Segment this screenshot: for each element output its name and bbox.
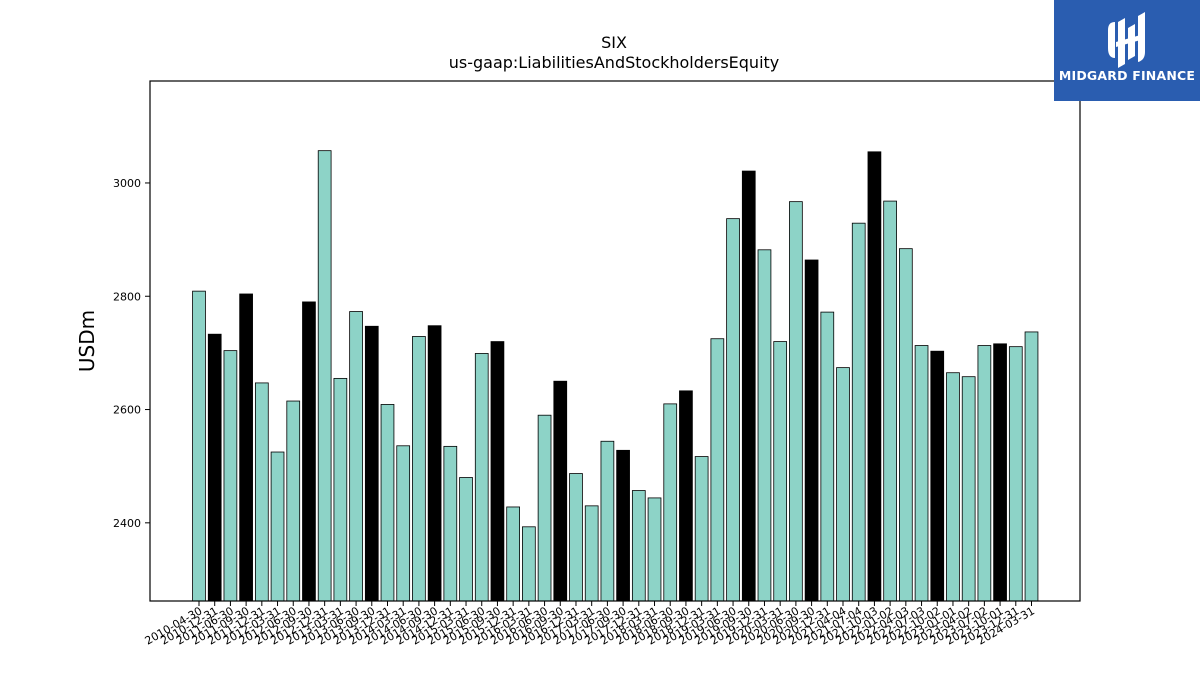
chart-title: SIX (601, 33, 627, 52)
bar (867, 151, 882, 602)
y-tick-label: 2400 (113, 517, 141, 530)
bar (317, 150, 332, 602)
y-axis-label: USDm (75, 310, 99, 372)
bar (506, 506, 520, 602)
bar (396, 445, 411, 602)
bar (600, 440, 615, 602)
bar (427, 325, 442, 602)
bar (490, 341, 505, 602)
bar (930, 350, 945, 602)
bar (569, 473, 583, 602)
bar (836, 367, 850, 602)
y-tick-label: 2800 (113, 290, 141, 303)
midgard-finance-logo-icon (1108, 12, 1145, 68)
bar (616, 449, 630, 602)
bar (333, 377, 348, 602)
midgard-finance-logo: MIDGARD FINANCE (1054, 0, 1200, 101)
bar (773, 341, 788, 602)
bar (757, 249, 772, 602)
bar (412, 336, 426, 602)
bar (302, 301, 316, 602)
bar (883, 200, 897, 602)
bar (192, 290, 206, 602)
bar (459, 477, 473, 602)
bar (789, 201, 803, 602)
y-tick-label: 3000 (113, 177, 141, 190)
bars-group (192, 150, 1039, 602)
bar (553, 380, 568, 602)
bar (710, 338, 725, 602)
bar (993, 343, 1007, 602)
bar (851, 222, 866, 602)
bar (946, 372, 960, 602)
bar (694, 456, 709, 602)
y-axis-ticks: 2400 2600 2800 3000 (113, 177, 150, 530)
bar (899, 248, 913, 602)
bar (364, 325, 379, 602)
bar (207, 333, 222, 602)
bar (977, 345, 992, 602)
bar (961, 376, 976, 602)
bar (223, 350, 238, 602)
bar (1024, 331, 1039, 602)
bar (647, 497, 662, 602)
bar (537, 414, 552, 602)
bar (820, 311, 835, 602)
bar (631, 490, 646, 602)
logo-text: MIDGARD FINANCE (1058, 68, 1196, 83)
bar (522, 526, 536, 602)
bar (286, 400, 301, 602)
bar (239, 293, 253, 602)
plot-frame (149, 80, 1081, 602)
bar (1008, 346, 1023, 602)
bar (254, 382, 269, 602)
bar (584, 505, 599, 602)
bar (663, 403, 678, 602)
bar (474, 353, 489, 602)
bar (726, 218, 740, 602)
bar (741, 170, 756, 602)
bar (443, 445, 458, 602)
bar (679, 390, 693, 602)
bar (270, 451, 285, 602)
bar (804, 259, 819, 602)
bar (914, 345, 929, 602)
bar (380, 404, 395, 602)
bar (349, 311, 363, 602)
x-axis-ticks: 2010-04-302010-12-312011-06-302011-09-30… (143, 601, 1037, 648)
y-tick-label: 2600 (113, 404, 141, 417)
chart-subtitle: us-gaap:LiabilitiesAndStockholdersEquity (449, 53, 780, 72)
